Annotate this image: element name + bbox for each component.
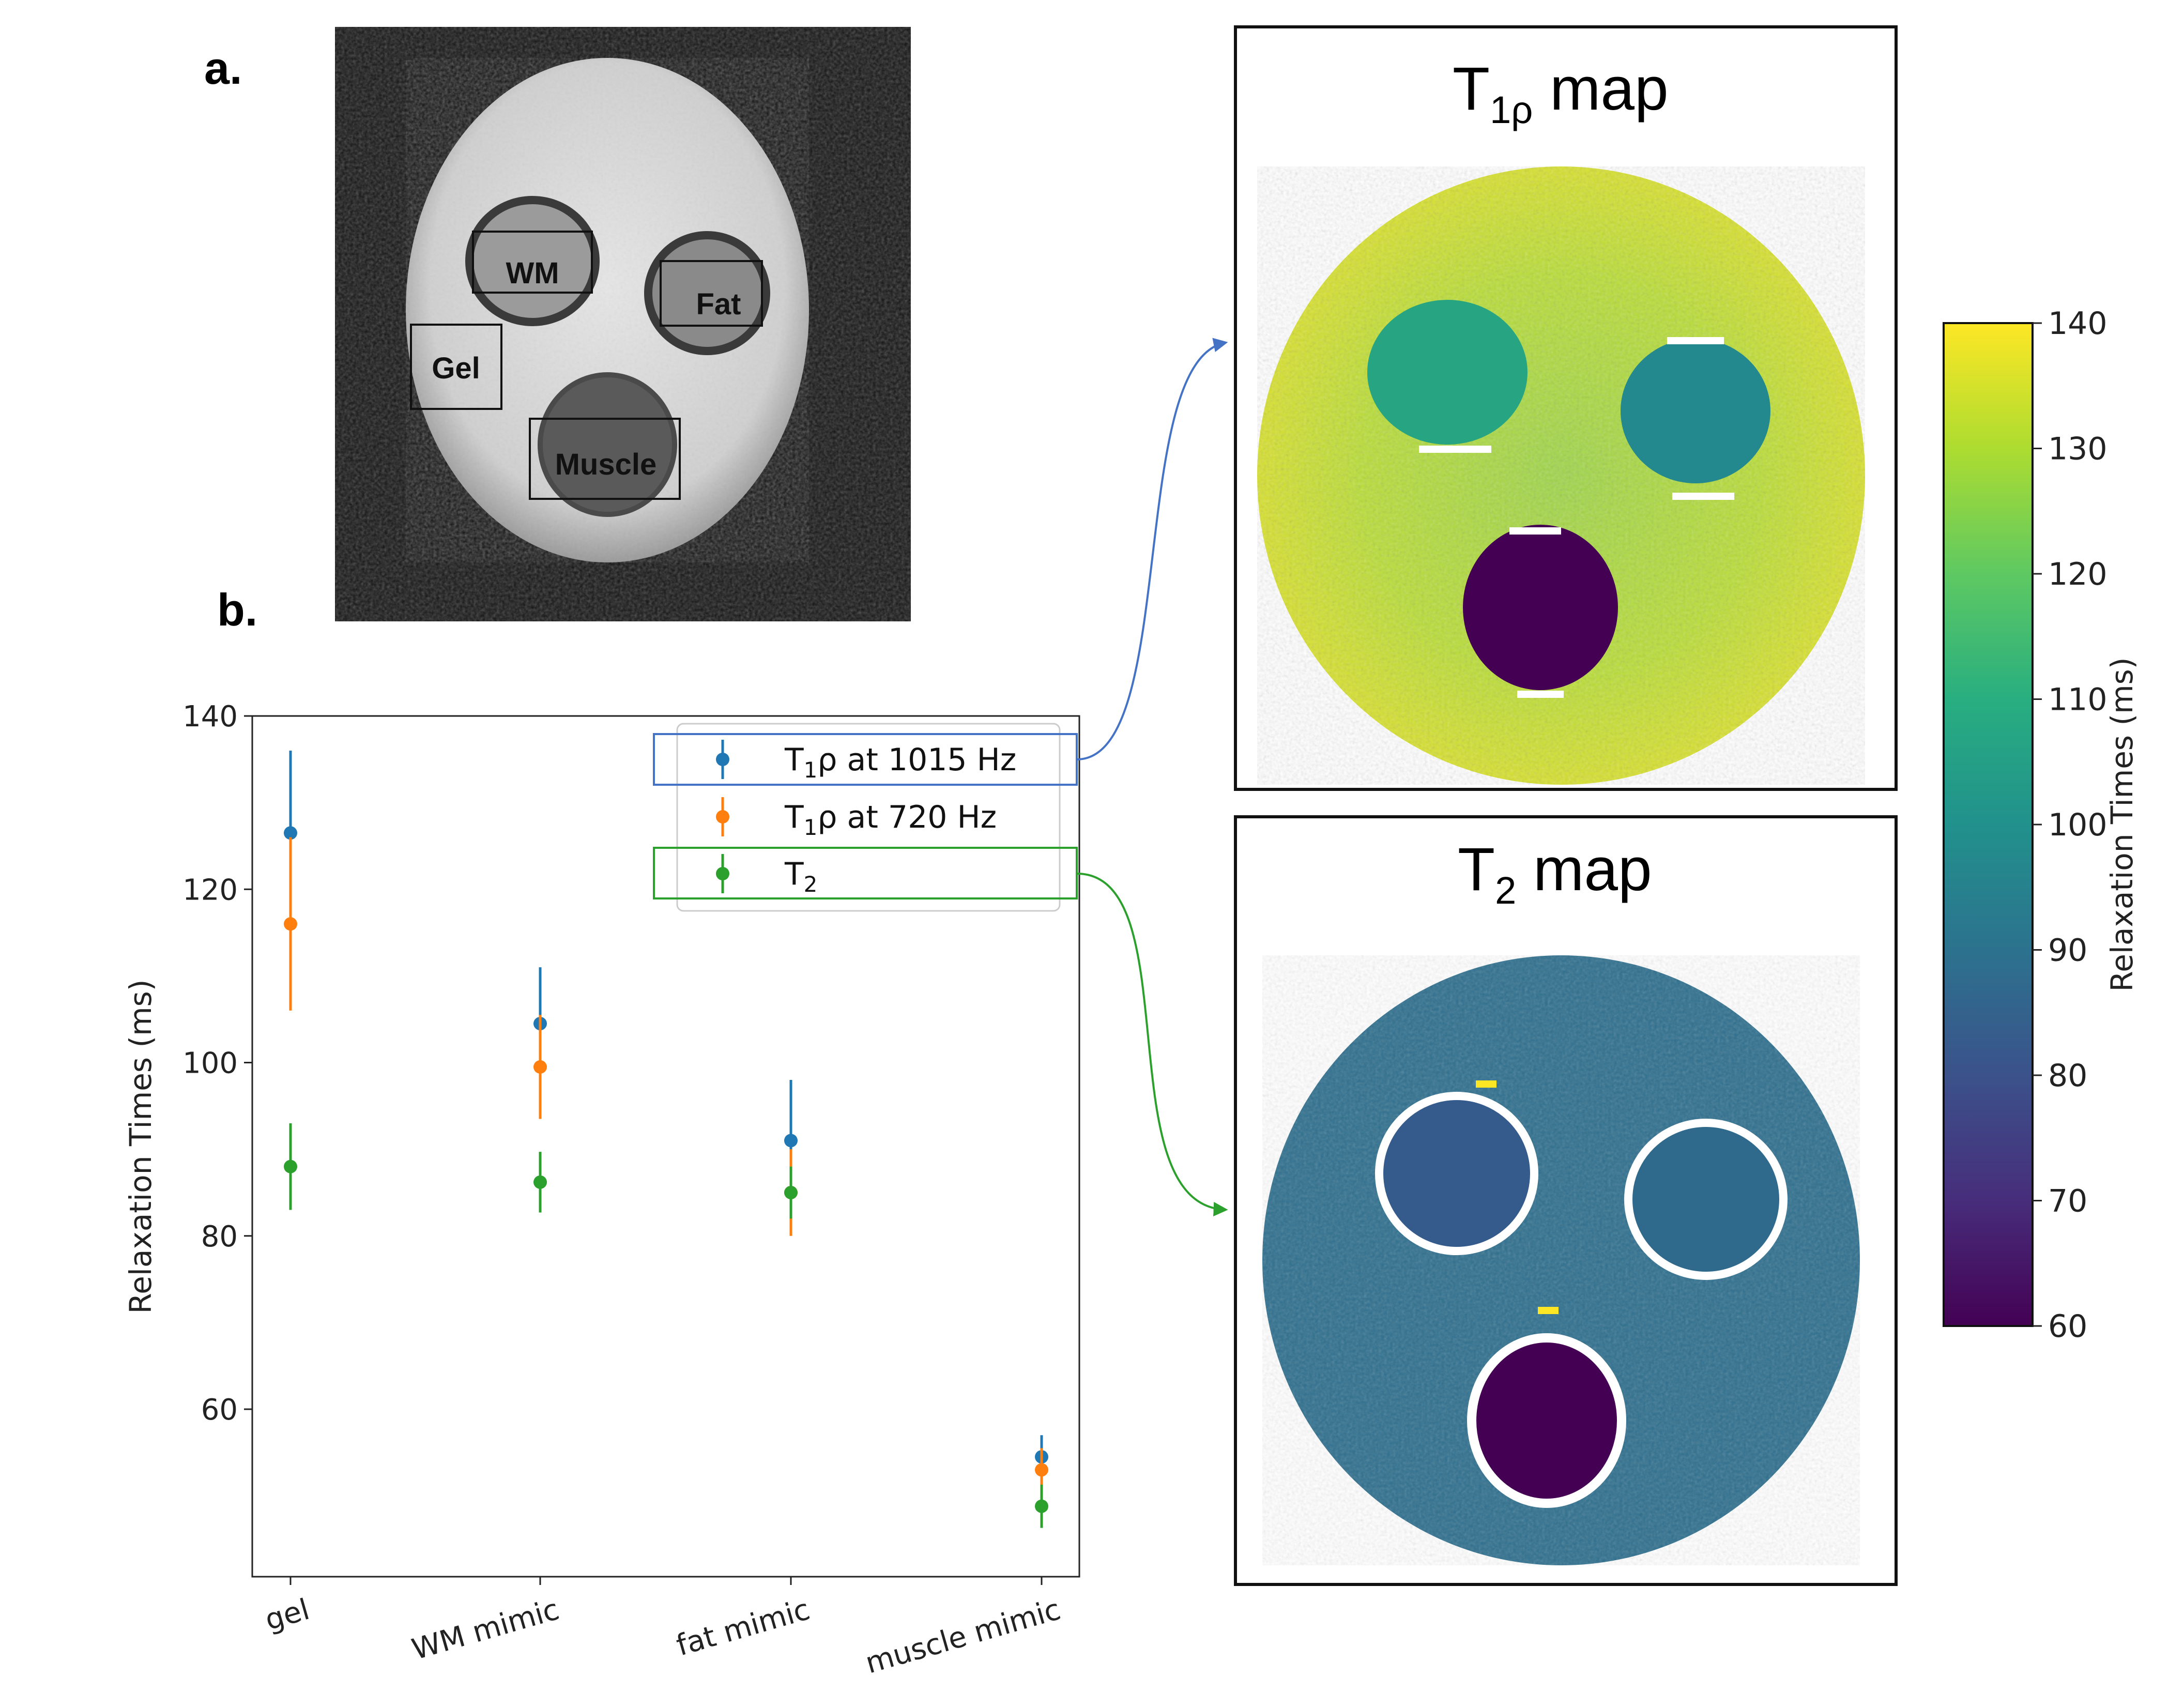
t1rho-map-title: T1ρ map [1453, 55, 1669, 131]
data-point [533, 1175, 547, 1189]
legend: T1ρ at 1015 Hz T1ρ at 720 Hz T2 [653, 723, 1078, 912]
roi-label-muscle: Muscle [555, 448, 657, 481]
roi-box-wm [472, 231, 593, 294]
t2-map-title: T2 map [1458, 835, 1652, 912]
mri-image: WM Fat Gel Muscle [335, 27, 911, 621]
muscle-vial [538, 372, 677, 517]
legend-marker-dot [716, 753, 729, 766]
data-marks [284, 751, 1048, 1528]
y-tick-label: 60 [201, 1393, 238, 1427]
colorbar: 140 130 120 110 100 90 80 70 60 Relaxation Times… [1943, 306, 2140, 1345]
t1rho-fat-vial [1621, 339, 1770, 483]
legend-label: T1ρ at 720 Hz [784, 799, 997, 840]
data-point [284, 917, 297, 931]
legend-label: T1ρ at 1015 Hz [784, 742, 1016, 783]
y-tick-label: 100 [182, 1047, 238, 1080]
y-ticks: 60 80 100 120 140 [182, 700, 252, 1427]
colorbar-tick-label: 70 [2048, 1183, 2087, 1219]
y-axis-title: Relaxation Times (ms) [123, 979, 158, 1314]
panel-a-label: a. [204, 42, 242, 94]
x-tick-label: fat mimic [673, 1593, 813, 1663]
x-tick-label: WM mimic [408, 1593, 563, 1667]
arrow-to-t2-map [1076, 873, 1228, 1216]
x-ticks: gel WM mimic fat mimic muscle mimic [262, 1577, 1064, 1681]
y-tick-label: 80 [201, 1220, 238, 1254]
colorbar-tick-label: 130 [2048, 431, 2107, 467]
colorbar-tick-label: 90 [2048, 933, 2087, 969]
arrow-to-t1rho-map [1076, 338, 1228, 760]
t2-map-panel: T2 map [1234, 815, 1898, 1586]
roi-label-wm: WM [506, 256, 559, 290]
roi-box-muscle [529, 418, 681, 500]
data-point [784, 1185, 798, 1199]
y-tick-label: 140 [182, 700, 238, 734]
roi-box-gel [410, 324, 502, 410]
colorbar-tick-label: 110 [2048, 682, 2107, 718]
roi-box-fat [660, 260, 763, 327]
colorbar-tick-label: 80 [2048, 1058, 2087, 1094]
x-tick-label: gel [262, 1593, 313, 1637]
y-tick-label: 120 [182, 873, 238, 907]
fat-vial [644, 231, 770, 355]
relaxation-chart: 60 80 100 120 140 gel WM mimic fat mimic muscle… [123, 700, 1080, 1681]
panel-b-label: b. [217, 584, 257, 635]
legend-frame [676, 723, 1061, 912]
roi-label-gel: Gel [432, 352, 480, 385]
t2-muscle-vial [1467, 1333, 1626, 1508]
data-point [284, 826, 297, 840]
data-point [1035, 1463, 1048, 1477]
legend-marker-dot [716, 810, 729, 823]
t1rho-map-panel: T1ρ map [1234, 25, 1898, 791]
data-point [533, 1060, 547, 1074]
colorbar-tick-label: 100 [2048, 807, 2107, 843]
data-point [284, 1160, 297, 1173]
x-tick-label: muscle mimic [862, 1593, 1064, 1681]
colorbar-tick-label: 140 [2048, 306, 2107, 342]
t1rho-muscle-vial [1463, 525, 1618, 690]
t2-wm-vial [1375, 1092, 1538, 1255]
t2-fat-vial [1624, 1119, 1788, 1280]
legend-label: T2 [784, 856, 817, 897]
colorbar-gradient [1943, 322, 2034, 1327]
colorbar-label: Relaxation Times (ms) [2104, 657, 2140, 992]
legend-marker-dot [716, 867, 729, 880]
roi-label-fat: Fat [696, 287, 741, 321]
colorbar-tick-label: 60 [2048, 1308, 2087, 1345]
t1rho-wm-vial [1367, 300, 1528, 445]
data-point [1035, 1499, 1048, 1513]
data-point [784, 1134, 798, 1148]
colorbar-tick-label: 120 [2048, 556, 2107, 592]
